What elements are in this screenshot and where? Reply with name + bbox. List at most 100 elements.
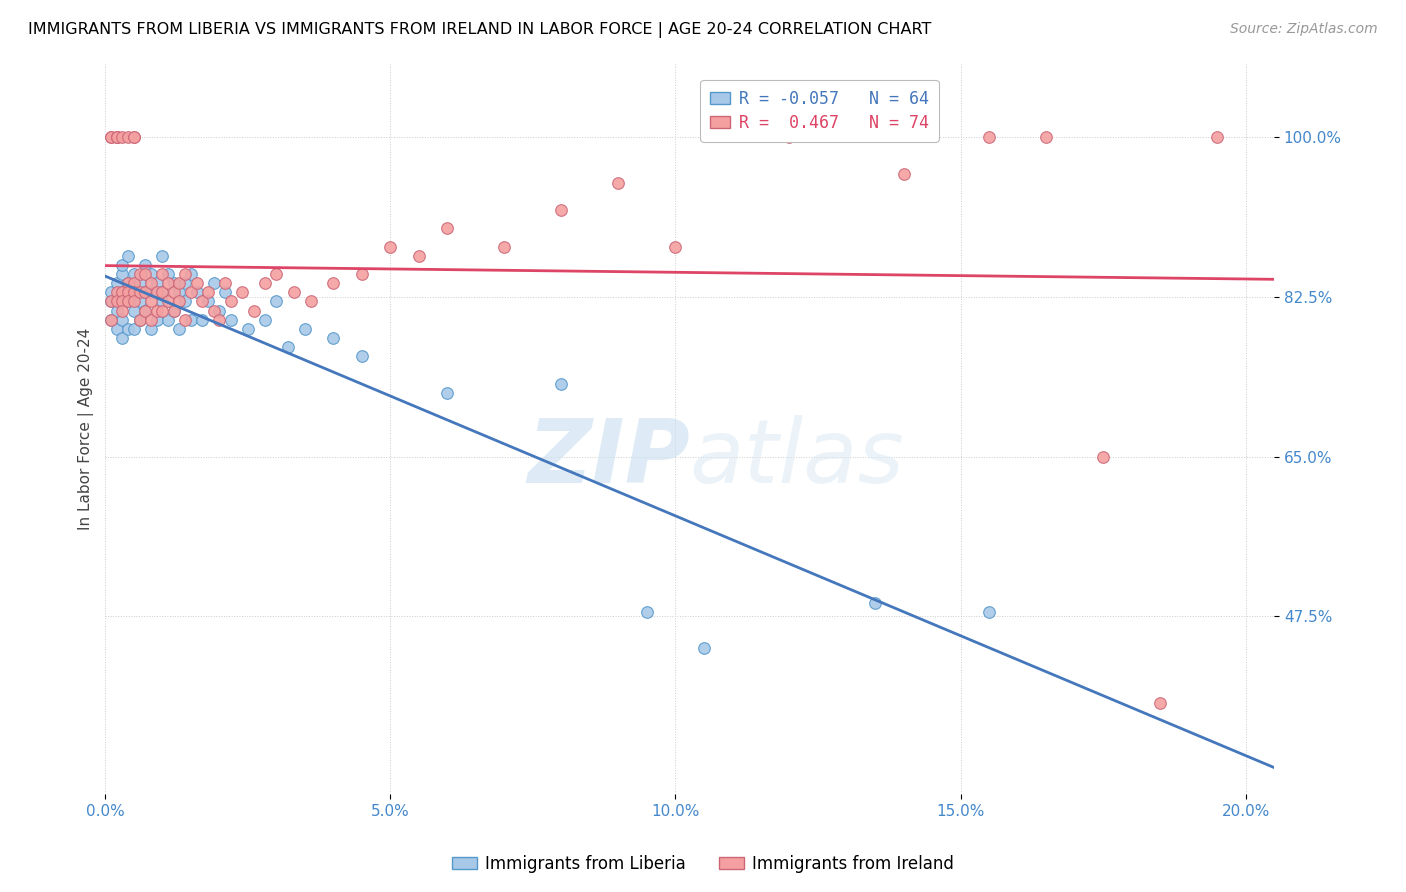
- Legend: R = -0.057   N = 64, R =  0.467   N = 74: R = -0.057 N = 64, R = 0.467 N = 74: [700, 79, 938, 142]
- Point: [163, 285, 186, 300]
- Point: [145, 312, 167, 326]
- Legend: Immigrants from Liberia, Immigrants from Ireland: Immigrants from Liberia, Immigrants from…: [446, 848, 960, 880]
- Point: [100, 294, 122, 309]
- Point: [150, 294, 173, 309]
- Point: [322, 331, 344, 345]
- Point: [105, 294, 128, 309]
- Point: [169, 285, 191, 300]
- Point: [163, 276, 186, 290]
- Point: [145, 285, 167, 300]
- Point: [128, 294, 150, 309]
- Point: [100, 130, 122, 145]
- Point: [139, 285, 162, 300]
- Point: [100, 130, 122, 145]
- Point: [128, 267, 150, 281]
- Point: [150, 285, 173, 300]
- Point: [863, 596, 886, 610]
- Point: [134, 303, 156, 318]
- Point: [111, 294, 134, 309]
- Point: [134, 285, 156, 300]
- Point: [208, 303, 231, 318]
- Point: [174, 276, 197, 290]
- Point: [100, 312, 122, 326]
- Point: [191, 312, 214, 326]
- Point: [408, 249, 430, 263]
- Point: [202, 303, 225, 318]
- Point: [150, 303, 173, 318]
- Point: [139, 312, 162, 326]
- Point: [253, 276, 276, 290]
- Point: [219, 312, 242, 326]
- Point: [169, 322, 191, 336]
- Point: [219, 294, 242, 309]
- Point: [145, 276, 167, 290]
- Point: [128, 312, 150, 326]
- Point: [150, 249, 173, 263]
- Point: [122, 322, 145, 336]
- Point: [122, 276, 145, 290]
- Text: atlas: atlas: [690, 416, 904, 501]
- Point: [550, 376, 572, 391]
- Point: [202, 276, 225, 290]
- Point: [236, 322, 259, 336]
- Point: [977, 130, 1000, 145]
- Point: [977, 605, 1000, 619]
- Point: [122, 303, 145, 318]
- Point: [122, 294, 145, 309]
- Point: [180, 285, 202, 300]
- Point: [180, 312, 202, 326]
- Point: [436, 221, 458, 235]
- Point: [111, 285, 134, 300]
- Point: [893, 167, 915, 181]
- Y-axis label: In Labor Force | Age 20-24: In Labor Force | Age 20-24: [79, 328, 94, 531]
- Point: [105, 322, 128, 336]
- Point: [1206, 130, 1229, 145]
- Point: [100, 285, 122, 300]
- Point: [253, 312, 276, 326]
- Point: [186, 285, 208, 300]
- Point: [322, 276, 344, 290]
- Point: [636, 605, 658, 619]
- Point: [111, 258, 134, 272]
- Point: [105, 130, 128, 145]
- Point: [100, 294, 122, 309]
- Point: [117, 285, 139, 300]
- Point: [169, 294, 191, 309]
- Point: [197, 294, 219, 309]
- Point: [283, 285, 305, 300]
- Point: [111, 130, 134, 145]
- Point: [150, 267, 173, 281]
- Point: [163, 303, 186, 318]
- Point: [134, 258, 156, 272]
- Point: [105, 294, 128, 309]
- Point: [128, 285, 150, 300]
- Point: [1035, 130, 1057, 145]
- Point: [117, 249, 139, 263]
- Point: [139, 276, 162, 290]
- Point: [294, 322, 316, 336]
- Point: [139, 267, 162, 281]
- Point: [117, 322, 139, 336]
- Point: [242, 303, 264, 318]
- Point: [122, 285, 145, 300]
- Point: [105, 276, 128, 290]
- Point: [134, 267, 156, 281]
- Point: [266, 267, 288, 281]
- Point: [693, 641, 716, 656]
- Point: [157, 294, 180, 309]
- Point: [111, 331, 134, 345]
- Point: [1149, 696, 1171, 710]
- Point: [122, 130, 145, 145]
- Point: [186, 276, 208, 290]
- Point: [174, 294, 197, 309]
- Point: [169, 276, 191, 290]
- Point: [139, 294, 162, 309]
- Point: [105, 285, 128, 300]
- Point: [139, 322, 162, 336]
- Point: [214, 276, 236, 290]
- Point: [134, 303, 156, 318]
- Point: [157, 276, 180, 290]
- Point: [1092, 450, 1115, 464]
- Point: [150, 285, 173, 300]
- Point: [105, 130, 128, 145]
